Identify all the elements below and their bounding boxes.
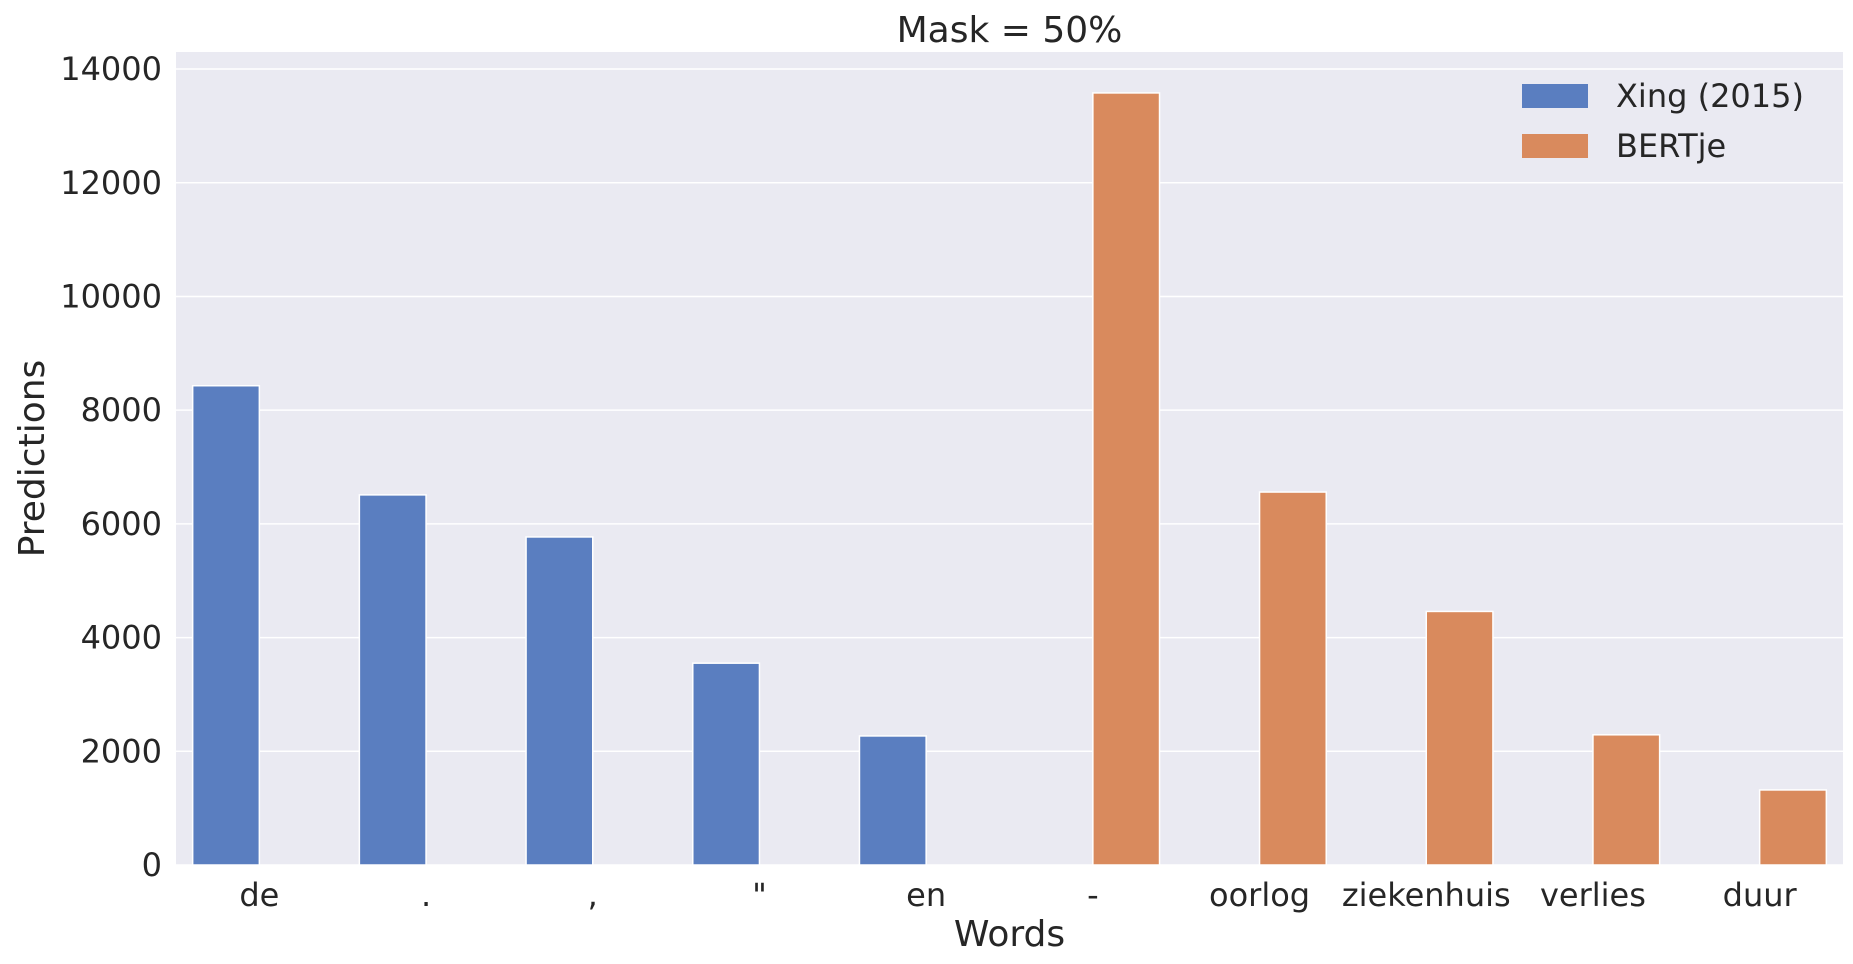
- gridlines: [176, 68, 1843, 866]
- y-axis-label: Predictions: [12, 360, 53, 558]
- y-tick-label: 12000: [60, 164, 162, 202]
- legend-swatch: [1522, 84, 1588, 108]
- y-tick-label: 2000: [81, 732, 162, 770]
- bars: [191, 92, 1828, 866]
- chart-title: Mask = 50%: [897, 10, 1123, 51]
- bar-xing: [858, 735, 927, 866]
- x-tick-label: ,: [588, 876, 598, 914]
- bar-xing: [692, 662, 761, 866]
- x-tick-label: ": [752, 876, 767, 914]
- bar-bertje: [1258, 491, 1327, 866]
- legend-swatch: [1522, 134, 1588, 158]
- y-tick-label: 8000: [81, 391, 162, 429]
- bar-bertje: [1092, 92, 1161, 866]
- bar-bertje: [1425, 610, 1494, 866]
- plot-area: [176, 52, 1843, 865]
- bar-xing: [191, 384, 261, 866]
- x-tick-label: verlies: [1540, 876, 1646, 914]
- x-tick-label: en: [906, 876, 946, 914]
- x-tick-label: ziekenhuis: [1342, 876, 1511, 914]
- x-tick-label: de: [239, 876, 279, 914]
- bar-bertje: [1758, 789, 1828, 866]
- x-tick-label: duur: [1723, 876, 1798, 914]
- bar-bertje: [1592, 734, 1661, 866]
- y-axis-ticks: 0 2000 4000 6000 8000 10000 12000 14000: [60, 50, 162, 884]
- x-axis-label: Words: [954, 914, 1065, 955]
- legend-label: Xing (2015): [1616, 77, 1804, 115]
- x-tick-label: .: [421, 876, 431, 914]
- y-tick-label: 4000: [81, 619, 162, 657]
- y-tick-label: 10000: [60, 277, 162, 315]
- y-tick-label: 0: [142, 846, 162, 884]
- x-tick-label: oorlog: [1209, 876, 1310, 914]
- legend: Xing (2015) BERTje: [1522, 77, 1804, 165]
- bar-xing: [525, 536, 594, 866]
- legend-label: BERTje: [1616, 127, 1726, 165]
- bar-xing: [358, 494, 427, 866]
- x-tick-label: -: [1087, 876, 1099, 914]
- x-axis-ticks: de., " en - oorlog ziekenhuis verlies duur: [239, 876, 1797, 914]
- y-tick-label: 6000: [81, 505, 162, 543]
- y-tick-label: 14000: [60, 50, 162, 88]
